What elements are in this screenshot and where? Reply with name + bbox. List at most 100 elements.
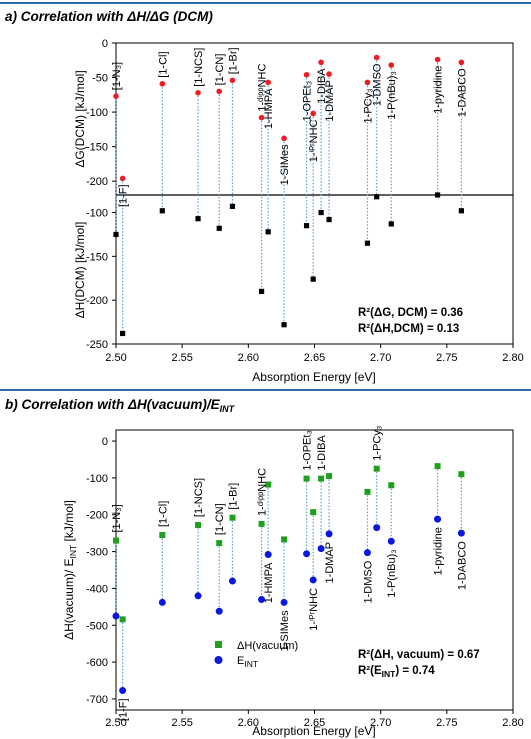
panel-b-label-1-pcy: 1-PCy₃ <box>372 426 384 461</box>
panel-a-dg-point-1-cn <box>216 88 223 95</box>
panel-a-upper-ytick-label: 0 <box>102 38 108 50</box>
panel-b-dh-point-1-ncs <box>195 522 202 529</box>
panel-b-title: b) Correlation with ΔH(vacuum)/EINT <box>5 397 236 414</box>
panel-a-dg-point-1-pyridine <box>434 56 441 63</box>
panel-b-eint-point-1-cl <box>158 598 166 606</box>
panel-a-dh-point-1-nhc <box>310 276 316 282</box>
panel-a-upper-ylabel: ΔG(DCM) [kJ/mol] <box>73 70 87 167</box>
panel-b-ytick-label: -300 <box>86 547 108 559</box>
panel-b-dh-point-1-cn <box>216 540 223 547</box>
panel-a-upper-ytick-label: -100 <box>86 107 108 119</box>
panel-a-dh-point-1-hmpa <box>265 229 271 235</box>
panel-b-dh-point-1-dmap <box>326 473 333 480</box>
panel-b-xtick-label: 2.60 <box>238 717 259 729</box>
panel-b-eint-point-1-pyridine <box>434 515 442 523</box>
panel-a-upper-ytick-label: -50 <box>92 73 108 85</box>
panel-b-stat-eint: R²(EINT) = 0.74 <box>358 665 435 679</box>
panel-b-dh-point-1-dabco <box>458 471 465 478</box>
panel-a-dg-point-1-f <box>119 175 126 182</box>
panel-a-dg-point-1-n <box>113 93 119 99</box>
panel-b-eint-point-1-diba <box>317 545 325 553</box>
panel-b-frame <box>115 429 514 711</box>
panel-b-eint-point-1-dmap <box>325 530 333 538</box>
panel-b-stat-dh: R²(ΔH, vacuum) = 0.67 <box>358 649 480 661</box>
panel-a-lower-ylabel: ΔH(DCM) [kJ/mol] <box>73 222 87 319</box>
panel-a-label-1-p-nbu: 1-P(nBu)₃ <box>386 71 398 120</box>
panel-b-label-1-simes: 1-SIMes <box>279 610 291 651</box>
panel-a-dh-point-1-f <box>120 330 126 337</box>
panel-a-dh-point-1-diba <box>318 209 324 216</box>
panel-b-xtick-label: 2.70 <box>370 717 391 729</box>
panel-a-label-1-diba: 1-DIBA <box>316 68 328 104</box>
panel-b-ytick-label: -200 <box>86 510 108 522</box>
panel-a-label-1-dabco: 1-DABCO <box>456 68 468 117</box>
panel-a-label-1-f: [1-F] <box>118 184 130 207</box>
panel-a-dg-point-1-p-nbu <box>388 62 395 68</box>
panel-a-lower-ytick-label: -150 <box>86 251 108 263</box>
panel-b-dh-point-1-dmso <box>364 488 371 495</box>
panel-a-label-1-hmpa: 1-HMPA <box>263 88 275 129</box>
panel-a-label-1-dmso: 1-DMSO <box>372 63 384 106</box>
panel-b-dh-point-1-opet <box>303 475 310 482</box>
panel-a-dh-point-1-dmap <box>326 216 332 223</box>
panel-a-dg-point-1-dmap <box>326 71 332 77</box>
legend-eint-label: EINT <box>237 655 258 669</box>
panel-a-label-1-n: [1-N₃] <box>111 62 123 90</box>
panel-a-dh-point-1-br <box>229 203 236 209</box>
panel-b-label-1-dmap: 1-DMAP <box>324 542 336 584</box>
panel-a-label-1-pyridine: 1-pyridine <box>433 66 445 114</box>
panel-b-label-1-n: [1-N₃] <box>111 504 123 532</box>
panel-a-xtick-label: 2.50 <box>105 352 126 364</box>
panel-b-xtick-label: 2.50 <box>105 717 126 729</box>
legend-eint-marker <box>214 656 223 664</box>
panel-b-label-1-ncs: [1-NCS] <box>193 478 205 517</box>
panel-b-eint-point-1-cn <box>215 607 223 615</box>
panel-b-ytick-label: -100 <box>86 473 108 485</box>
panel-b-eint-point-1-simes <box>280 598 288 606</box>
panel-a-dg-point-1-opet <box>303 71 310 78</box>
panel-a-title: a) Correlation with ΔH/ΔG (DCM) <box>5 9 213 24</box>
panel-b-xtick-label: 2.75 <box>436 717 457 729</box>
panel-b-label-1-nhc: 1-ᵈⁱᵖᵖNHC <box>257 468 269 516</box>
panel-a-dh-point-1-simes <box>281 322 287 328</box>
panel-a-upper-ytick-label: -200 <box>86 176 108 188</box>
panel-a-label-1-cn: [1-CN] <box>214 54 226 86</box>
panel-b-eint-point-1-f <box>119 686 127 694</box>
panel-b-xlabel: Absorption Energy [eV] <box>252 724 375 738</box>
panel-b-ytick-label: -700 <box>86 694 108 706</box>
panel-a-label-1-nhc: 1-ᵈⁱᵖᵖNHC <box>257 64 269 112</box>
panel-a-stat-dg: R²(ΔG, DCM) = 0.36 <box>358 307 463 319</box>
panel-b-label-1-pyridine: 1-pyridine <box>433 527 445 575</box>
panel-b-eint-point-1-dmso <box>363 549 371 557</box>
panel-b-eint-point-1-nhc <box>309 576 317 584</box>
panel-a-dh-point-1-dabco <box>458 208 464 214</box>
panel-b-dh-point-1-br <box>229 514 236 521</box>
panel-a-xtick-label: 2.60 <box>238 352 259 364</box>
panel-b-label-1-nhc: 1-ⁱᴾʳNHC <box>308 588 320 631</box>
panel-a-dh-point-1-pcy <box>364 240 371 246</box>
panel-a-xtick-label: 2.65 <box>304 352 325 364</box>
panel-b-ytick-label: -400 <box>86 583 108 595</box>
panel-a-dh-point-1-n <box>113 231 119 238</box>
panel-b-dh-point-1-hmpa <box>265 481 272 488</box>
panel-a-dh-point-1-dmso <box>374 194 380 200</box>
panel-a-label-1-nhc: 1-ⁱᴾʳNHC <box>308 119 320 162</box>
panel-b-label-1-p-nbu: 1-P(nBu)₃ <box>386 549 398 598</box>
panel-a-label-1-dmap: 1-DMAP <box>324 80 336 122</box>
panel-a-dg-point-1-pcy <box>364 79 371 86</box>
panel-a-lower-ytick-label: -100 <box>86 208 108 220</box>
legend-dh-marker <box>215 641 222 648</box>
panel-a-xlabel: Absorption Energy [eV] <box>252 370 375 384</box>
panel-b-eint-point-1-dabco <box>457 529 465 537</box>
panel-b-eint-point-1-n <box>112 612 120 620</box>
panel-b-dh-point-1-nhc <box>258 520 265 527</box>
panel-a-xtick-label: 2.75 <box>436 352 457 364</box>
legend-dh-label: ΔH(vacuum) <box>237 640 298 652</box>
panel-a-dg-point-1-hmpa <box>265 79 271 86</box>
panel-a-dh-point-1-cl <box>159 208 165 214</box>
panel-a-stat-dh: R²(ΔH,DCM) = 0.13 <box>358 323 459 335</box>
panel-b-dh-point-1-cl <box>159 532 166 538</box>
panel-a-dh-point-1-opet <box>303 223 310 229</box>
panel-a-dh-point-1-pyridine <box>434 192 441 198</box>
panel-a-dg-point-1-nhc <box>310 110 316 117</box>
